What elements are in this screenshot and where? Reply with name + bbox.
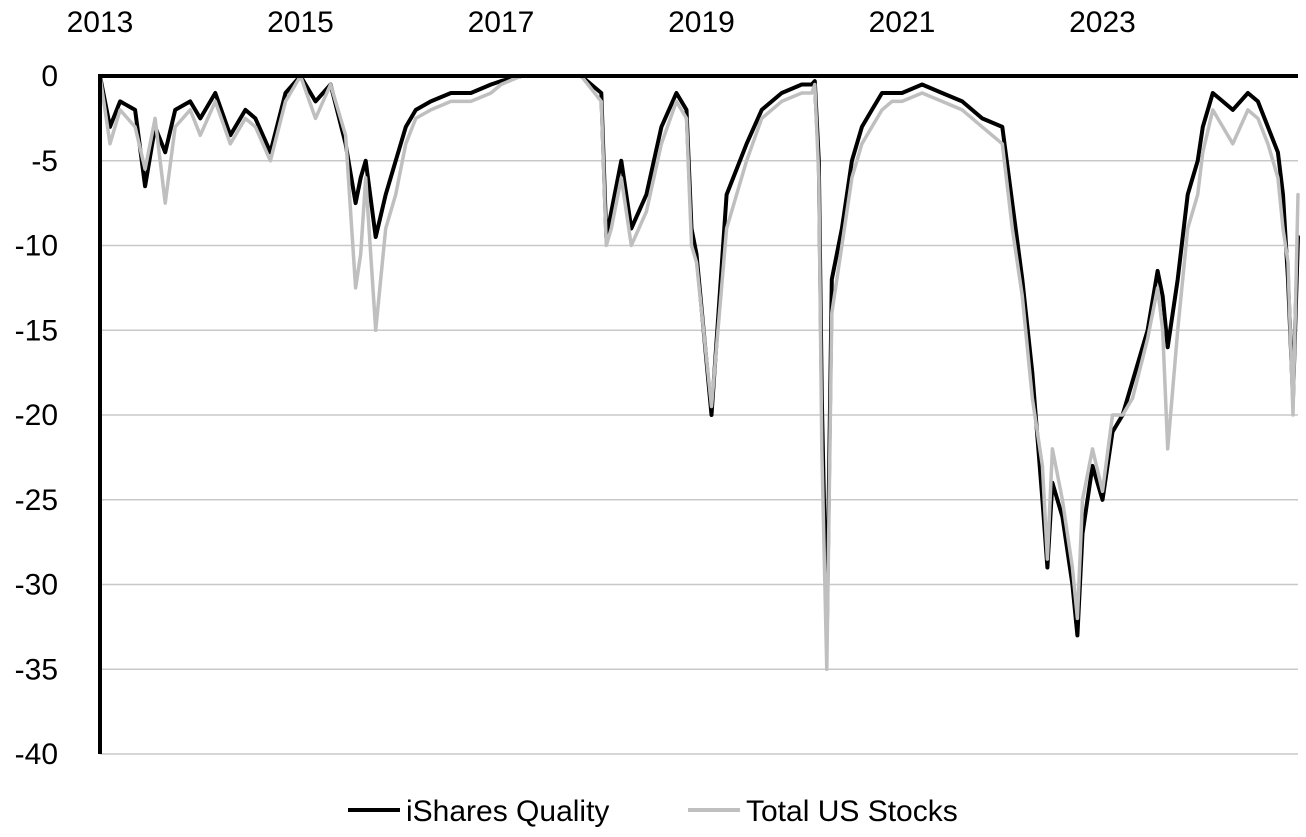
y-tick-label: -25 — [15, 484, 58, 517]
x-tick-label: 2023 — [1069, 6, 1136, 39]
y-tick-label: -10 — [15, 230, 58, 263]
legend-label: iShares Quality — [406, 795, 609, 828]
legend-label: Total US Stocks — [746, 795, 958, 828]
y-tick-label: -20 — [15, 399, 58, 432]
x-tick-label: 2017 — [468, 6, 535, 39]
series-line-ishares-quality — [98, 74, 1300, 638]
legend: iShares Quality Total US Stocks — [348, 795, 958, 828]
y-tick-label: -30 — [15, 569, 58, 602]
x-tick-label: 2013 — [67, 6, 134, 39]
y-gridlines — [100, 160, 1298, 755]
series-layer — [98, 74, 1300, 672]
y-tick-label: -5 — [31, 145, 58, 178]
y-tick-labels: 0 -5 -10 -15 -20 -25 -30 -35 -40 — [15, 60, 58, 771]
axes — [98, 74, 1298, 754]
y-tick-label: -40 — [15, 738, 58, 771]
x-tick-label: 2021 — [869, 6, 936, 39]
y-tick-label: -35 — [15, 653, 58, 686]
y-tick-label: -15 — [15, 314, 58, 347]
series-line-total-us-stocks — [98, 74, 1300, 672]
y-tick-label: 0 — [41, 60, 58, 93]
x-tick-label: 2019 — [668, 6, 735, 39]
x-tick-labels: 2013 2015 2017 2019 2021 2023 — [67, 6, 1136, 39]
x-tick-label: 2015 — [267, 6, 334, 39]
